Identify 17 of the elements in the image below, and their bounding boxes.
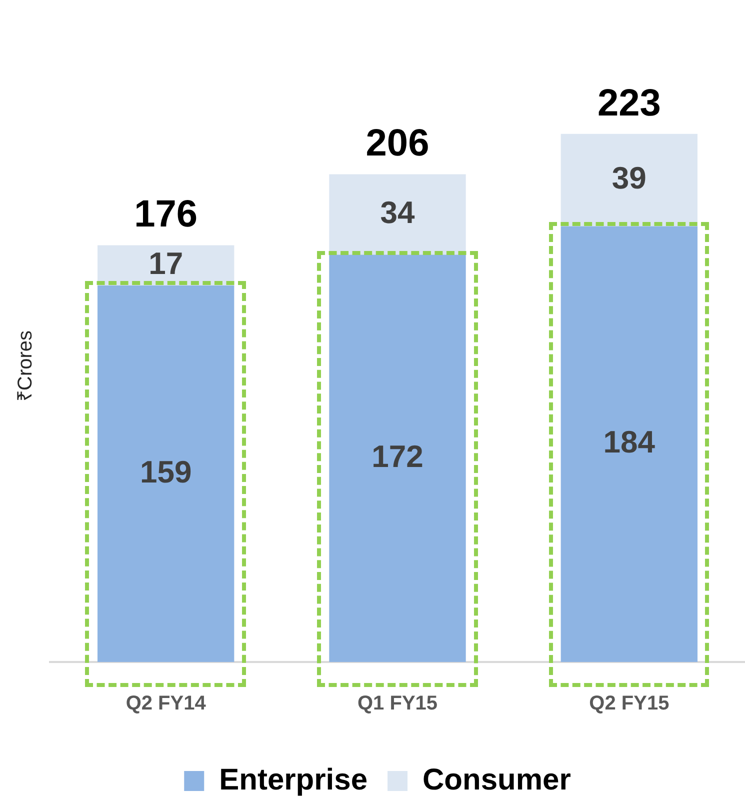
total-label: 176 [134, 194, 198, 236]
data-label: 17 [148, 246, 184, 281]
x-tick-label: Q1 FY15 [357, 692, 438, 715]
data-label: 159 [140, 454, 192, 490]
legend-label: Consumer [422, 763, 572, 796]
data-label: 184 [603, 424, 656, 460]
x-tick-label: Q2 FY15 [589, 692, 670, 715]
y-axis-title: ₹Crores [14, 330, 37, 402]
data-label: 34 [380, 194, 416, 230]
bar [560, 134, 698, 226]
total-label: 206 [366, 122, 430, 165]
data-label: 172 [372, 438, 424, 474]
data-label: 39 [612, 160, 646, 196]
legend-label: Enterprise [219, 763, 368, 796]
bar [329, 174, 466, 255]
x-tick-label: Q2 FY14 [126, 692, 207, 715]
total-label: 223 [597, 82, 661, 124]
